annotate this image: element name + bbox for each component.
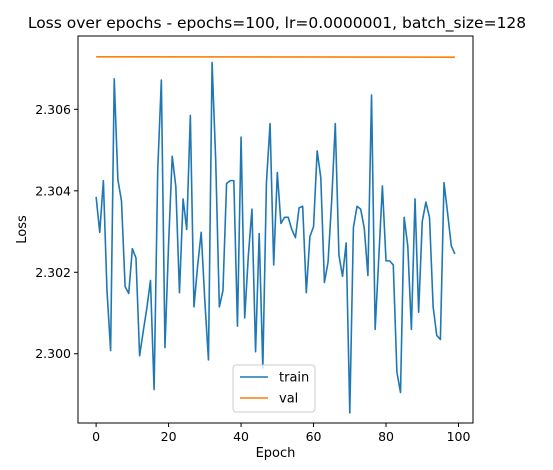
legend-label-train: train	[279, 371, 309, 386]
x-tick-label: 100	[447, 429, 471, 444]
chart-title: Loss over epochs - epochs=100, lr=0.0000…	[28, 14, 526, 33]
series-line-train	[95, 61, 456, 414]
y-tick-label: 2.300	[35, 346, 71, 361]
plot-area	[95, 55, 456, 414]
x-tick-label: 80	[378, 429, 394, 444]
x-axis: 0 20 40 60 80 100	[92, 423, 470, 444]
x-tick-label: 40	[233, 429, 249, 444]
y-axis: 2.300 2.302 2.304 2.306	[35, 102, 78, 361]
legend-label-val: val	[279, 392, 298, 407]
y-axis-label: Loss	[15, 215, 30, 244]
x-axis-label: Epoch	[256, 446, 296, 461]
x-tick-label: 60	[306, 429, 322, 444]
x-tick-label: 0	[92, 429, 100, 444]
y-tick-label: 2.302	[35, 265, 71, 280]
y-tick-label: 2.304	[35, 183, 71, 198]
x-tick-label: 20	[161, 429, 177, 444]
plot-frame	[77, 35, 474, 424]
y-tick-label: 2.306	[35, 102, 71, 117]
legend: train val	[232, 364, 316, 413]
